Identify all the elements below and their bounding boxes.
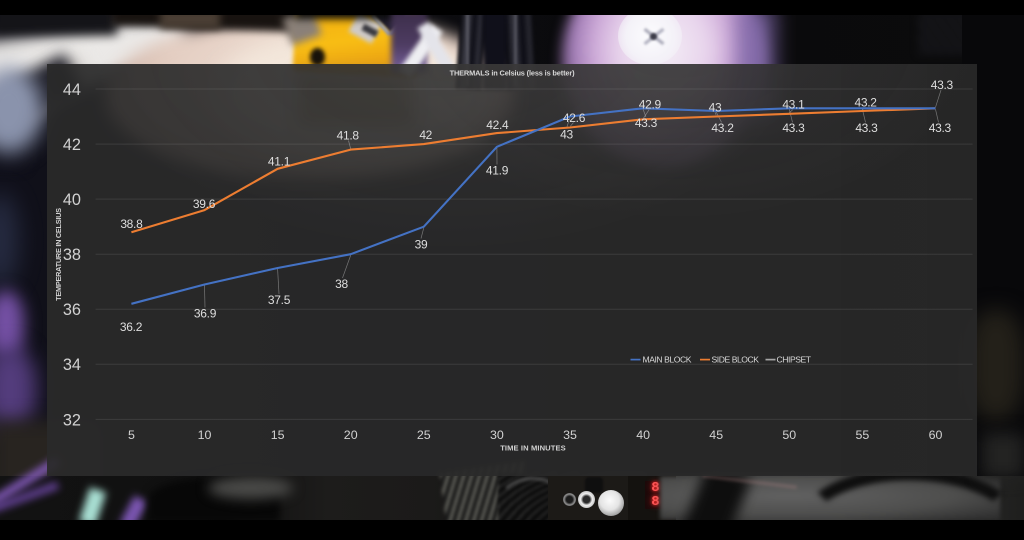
- svg-text:41.1: 41.1: [268, 154, 291, 168]
- svg-text:38: 38: [63, 246, 81, 264]
- svg-text:50: 50: [782, 428, 796, 442]
- svg-text:43.2: 43.2: [855, 96, 878, 110]
- svg-text:36: 36: [63, 301, 81, 319]
- svg-text:36.2: 36.2: [120, 320, 143, 334]
- svg-text:CHIPSET: CHIPSET: [777, 355, 812, 365]
- svg-text:THERMALS in Celsius (less is b: THERMALS in Celsius (less is better): [450, 68, 575, 77]
- svg-text:40: 40: [63, 191, 81, 209]
- svg-text:20: 20: [344, 428, 358, 442]
- svg-text:42.6: 42.6: [563, 111, 586, 125]
- svg-text:41.9: 41.9: [486, 163, 509, 177]
- svg-text:TIME IN MINUTES: TIME IN MINUTES: [500, 444, 566, 453]
- svg-text:41.8: 41.8: [337, 128, 360, 142]
- svg-text:44: 44: [63, 81, 81, 99]
- svg-text:36.9: 36.9: [194, 306, 217, 320]
- svg-text:25: 25: [417, 428, 431, 442]
- svg-text:43: 43: [709, 100, 722, 114]
- svg-text:37.5: 37.5: [268, 293, 291, 307]
- svg-text:39.6: 39.6: [193, 197, 216, 211]
- svg-text:60: 60: [929, 428, 943, 442]
- svg-text:MAIN BLOCK: MAIN BLOCK: [643, 355, 692, 365]
- svg-text:43.3: 43.3: [855, 121, 878, 135]
- svg-text:42.4: 42.4: [486, 118, 509, 132]
- svg-text:5: 5: [128, 428, 135, 442]
- svg-text:55: 55: [856, 428, 870, 442]
- svg-text:45: 45: [709, 428, 723, 442]
- svg-text:38.8: 38.8: [120, 217, 143, 231]
- svg-text:39: 39: [415, 237, 428, 251]
- svg-text:15: 15: [271, 428, 285, 442]
- svg-text:43.2: 43.2: [711, 121, 734, 135]
- svg-text:43.1: 43.1: [782, 98, 805, 112]
- svg-text:10: 10: [198, 428, 212, 442]
- svg-text:43.3: 43.3: [635, 116, 658, 130]
- svg-text:42: 42: [419, 128, 432, 142]
- svg-text:30: 30: [490, 428, 504, 442]
- svg-text:42.9: 42.9: [639, 98, 662, 112]
- svg-text:SIDE BLOCK: SIDE BLOCK: [712, 355, 760, 365]
- svg-text:43.3: 43.3: [929, 121, 952, 135]
- svg-text:43: 43: [560, 128, 573, 142]
- svg-text:43.3: 43.3: [931, 78, 954, 92]
- svg-text:34: 34: [63, 356, 81, 374]
- svg-text:32: 32: [63, 411, 81, 429]
- svg-text:40: 40: [636, 428, 650, 442]
- svg-text:43.3: 43.3: [782, 121, 805, 135]
- svg-text:42: 42: [63, 136, 81, 154]
- svg-text:38: 38: [335, 277, 348, 291]
- svg-text:35: 35: [563, 428, 577, 442]
- svg-text:TEMPERATURE IN CELSIUS: TEMPERATURE IN CELSIUS: [54, 208, 63, 301]
